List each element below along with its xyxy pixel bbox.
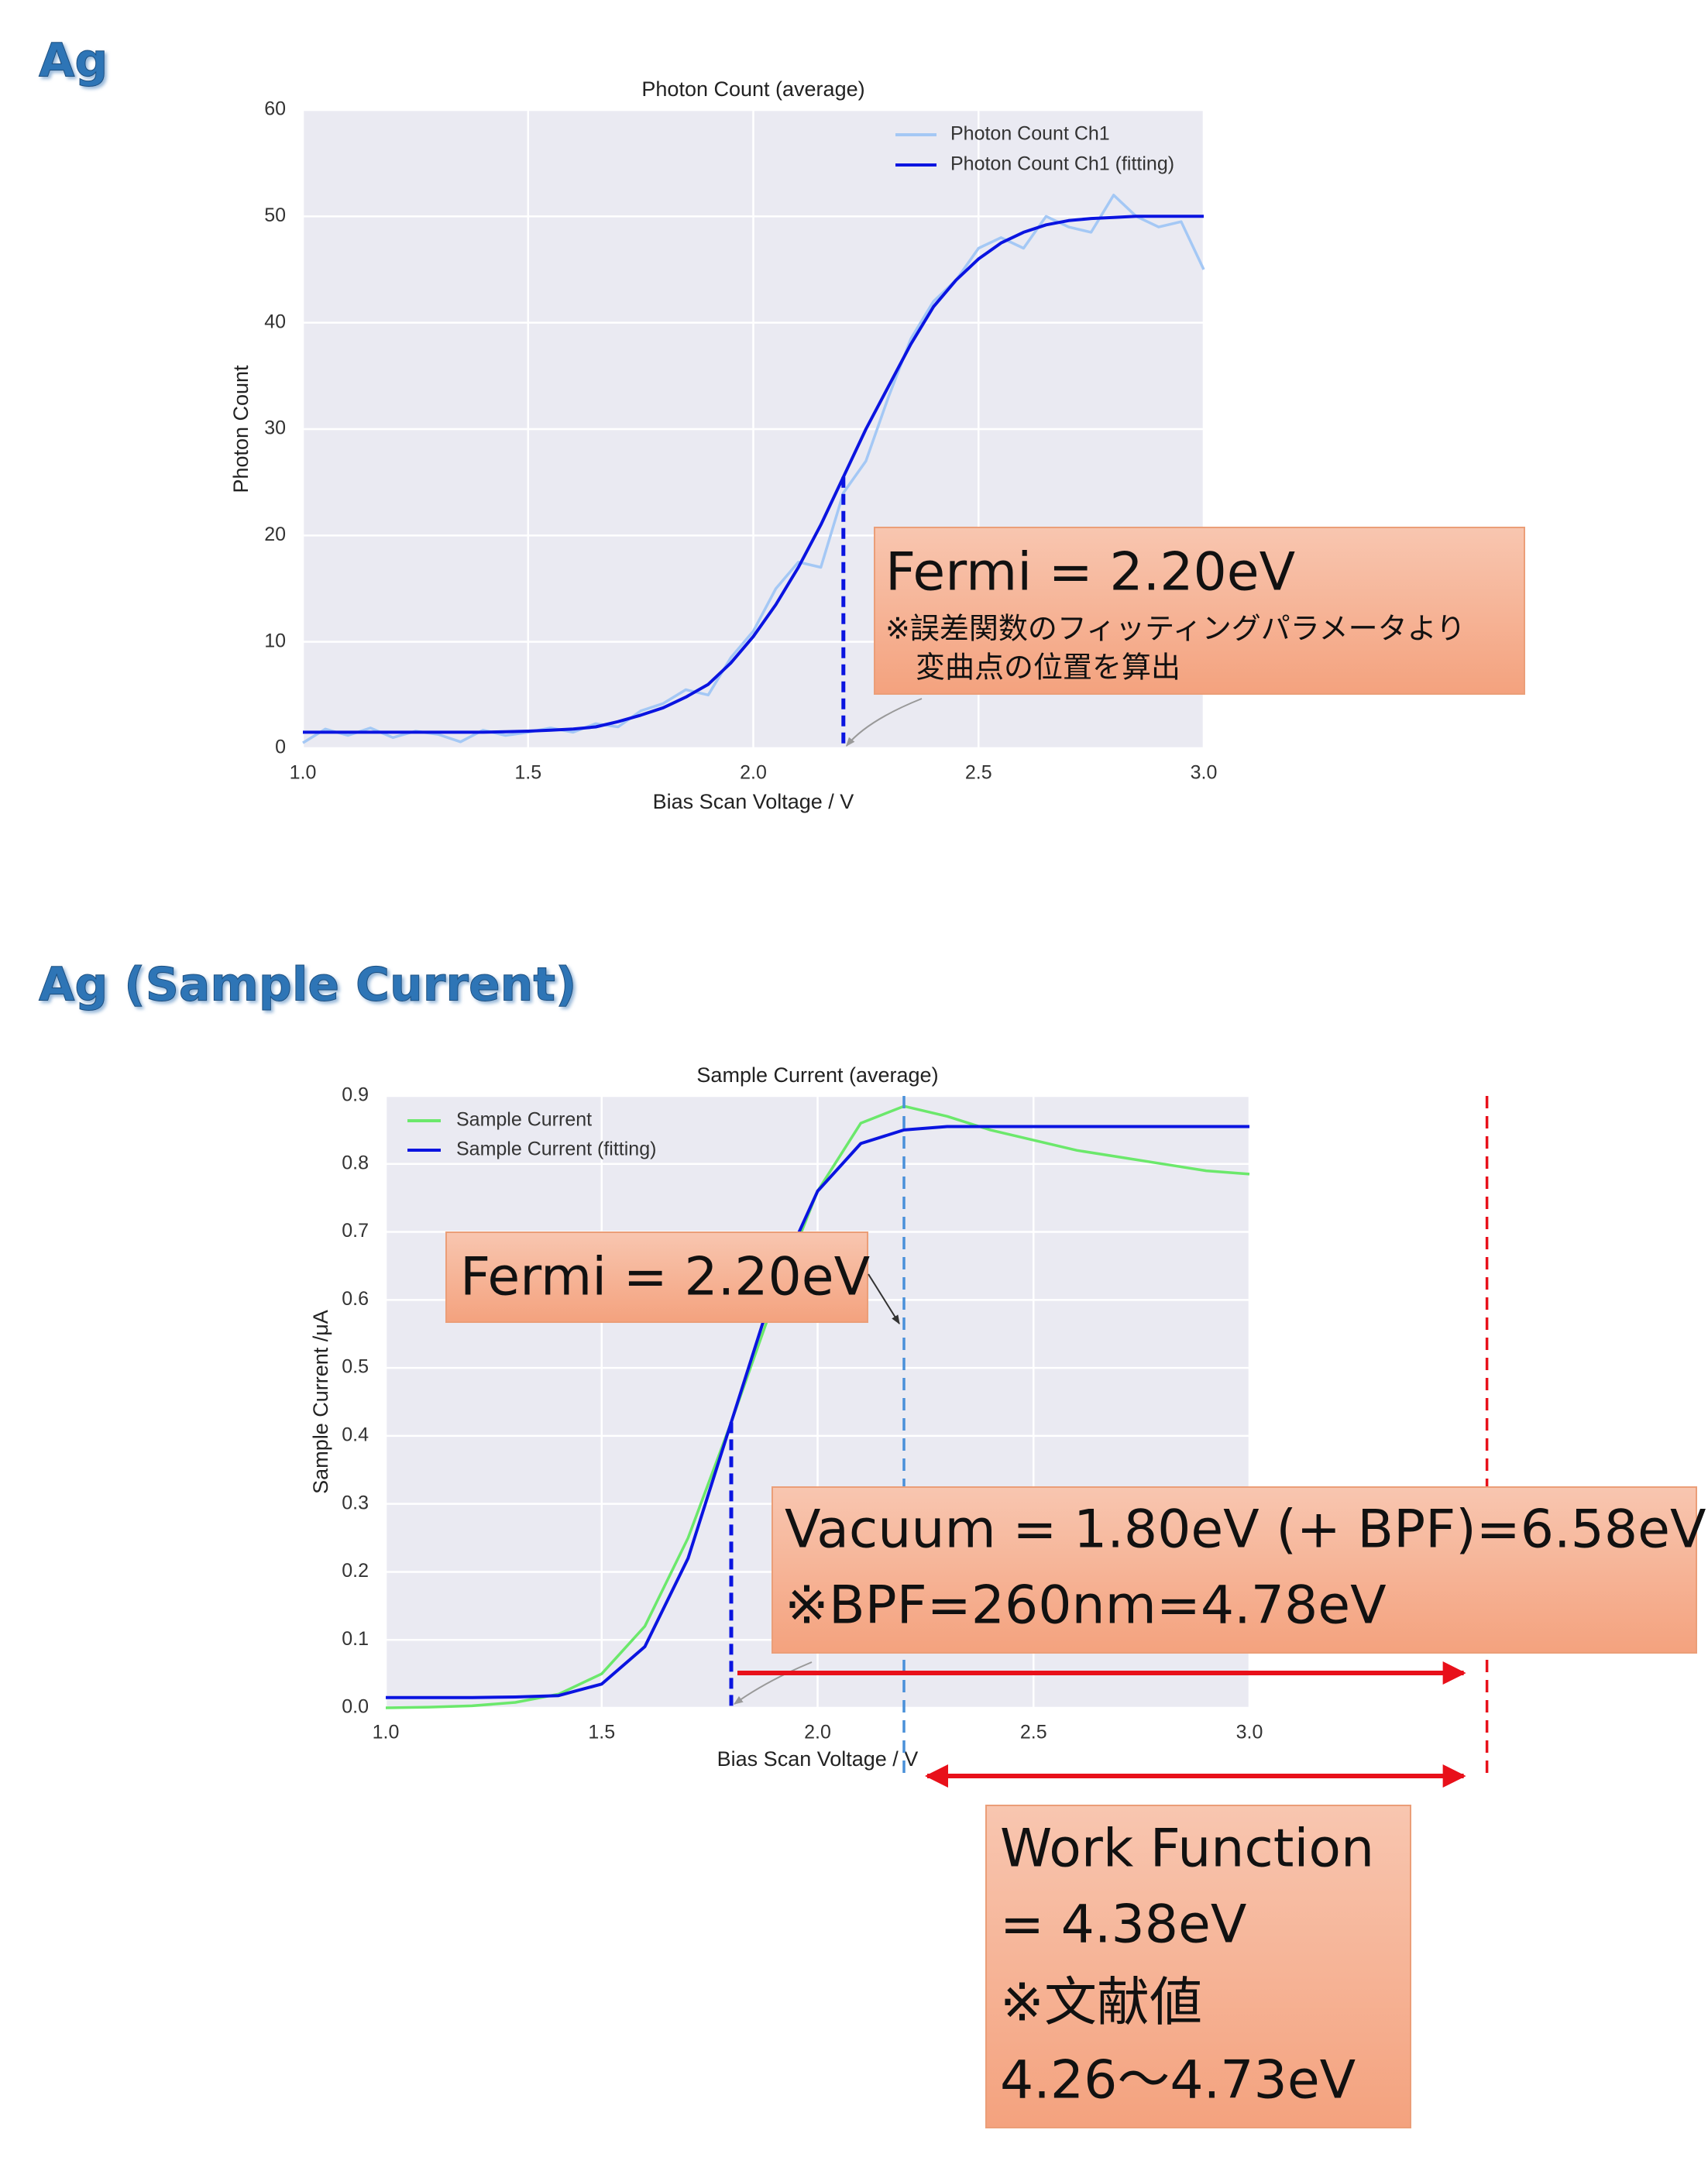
legend-label: Sample Current (fitting) — [456, 1139, 656, 1160]
x-axis-label: Bias Scan Voltage / V — [653, 790, 854, 813]
x-tick-label: 2.5 — [1020, 1722, 1047, 1743]
y-tick-label: 40 — [264, 311, 286, 332]
y-axis-label: Photon Count — [229, 365, 253, 493]
annotation-text: Fermi = 2.20eV — [885, 542, 1295, 603]
annotation-text: = 4.38eV — [1000, 1894, 1246, 1956]
legend-label: Photon Count Ch1 — [950, 123, 1110, 145]
annotation-text: Work Function — [1000, 1819, 1374, 1880]
y-tick-label: 0 — [275, 737, 286, 758]
annotation-box — [445, 1231, 868, 1323]
y-tick-label: 0.7 — [342, 1220, 369, 1242]
y-tick-label: 0.9 — [342, 1084, 369, 1106]
x-tick-label: 2.0 — [804, 1722, 831, 1743]
x-tick-label: 3.0 — [1236, 1722, 1263, 1743]
annotation-text: 4.26～4.73eV — [1000, 2050, 1356, 2111]
y-tick-label: 0.1 — [342, 1628, 369, 1650]
x-tick-label: 3.0 — [1191, 762, 1218, 784]
series-line — [302, 194, 1205, 744]
x-tick-label: 1.0 — [373, 1722, 400, 1743]
y-tick-label: 0.2 — [342, 1560, 369, 1582]
y-tick-label: 0.5 — [342, 1356, 369, 1378]
annotation-text: 変曲点の位置を算出 — [916, 651, 1180, 685]
annotation-box — [772, 1486, 1697, 1654]
x-tick-label: 1.5 — [514, 762, 541, 784]
y-tick-label: 0.6 — [342, 1288, 369, 1310]
y-tick-label: 0.0 — [342, 1696, 369, 1718]
annotation-box — [985, 1805, 1411, 2128]
x-tick-label: 2.5 — [965, 762, 992, 784]
x-tick-label: 2.0 — [740, 762, 767, 784]
section-title: Ag (Sample Current) — [39, 958, 576, 1012]
y-tick-label: 0.3 — [342, 1492, 369, 1513]
pointer-arrow — [846, 698, 923, 747]
annotation-text: Vacuum = 1.80eV (+ BPF)=6.58eV — [785, 1499, 1706, 1561]
pointer-arrow — [734, 1661, 813, 1705]
series-line — [303, 215, 1204, 734]
y-tick-label: 30 — [264, 417, 286, 439]
annotation-box — [874, 527, 1525, 695]
x-tick-label: 1.0 — [290, 762, 317, 784]
x-tick-label: 1.5 — [588, 1722, 615, 1743]
chart-title: Sample Current (average) — [696, 1063, 938, 1087]
y-tick-label: 0.4 — [342, 1424, 369, 1445]
annotation-text: ※誤差関数のフィッティングパラメータより — [885, 612, 1466, 646]
pointer-arrow — [868, 1273, 900, 1325]
y-tick-label: 0.8 — [342, 1152, 369, 1173]
annotation-text: Fermi = 2.20eV — [460, 1247, 870, 1308]
annotation-text: ※文献値 — [1000, 1973, 1202, 2034]
legend-label: Sample Current — [456, 1109, 592, 1131]
annotation-text: ※BPF=260nm=4.78eV — [785, 1575, 1387, 1637]
series-line — [386, 1125, 1249, 1699]
legend-label: Photon Count Ch1 (fitting) — [950, 153, 1174, 175]
y-tick-label: 10 — [264, 630, 286, 651]
y-tick-label: 20 — [264, 524, 286, 545]
y-tick-label: 50 — [264, 204, 286, 226]
x-axis-label: Bias Scan Voltage / V — [717, 1747, 919, 1771]
y-tick-label: 60 — [264, 98, 286, 120]
chart-title: Photon Count (average) — [641, 77, 864, 101]
y-axis-label: Sample Current /μA — [309, 1310, 332, 1494]
section-title: Ag — [39, 34, 108, 88]
